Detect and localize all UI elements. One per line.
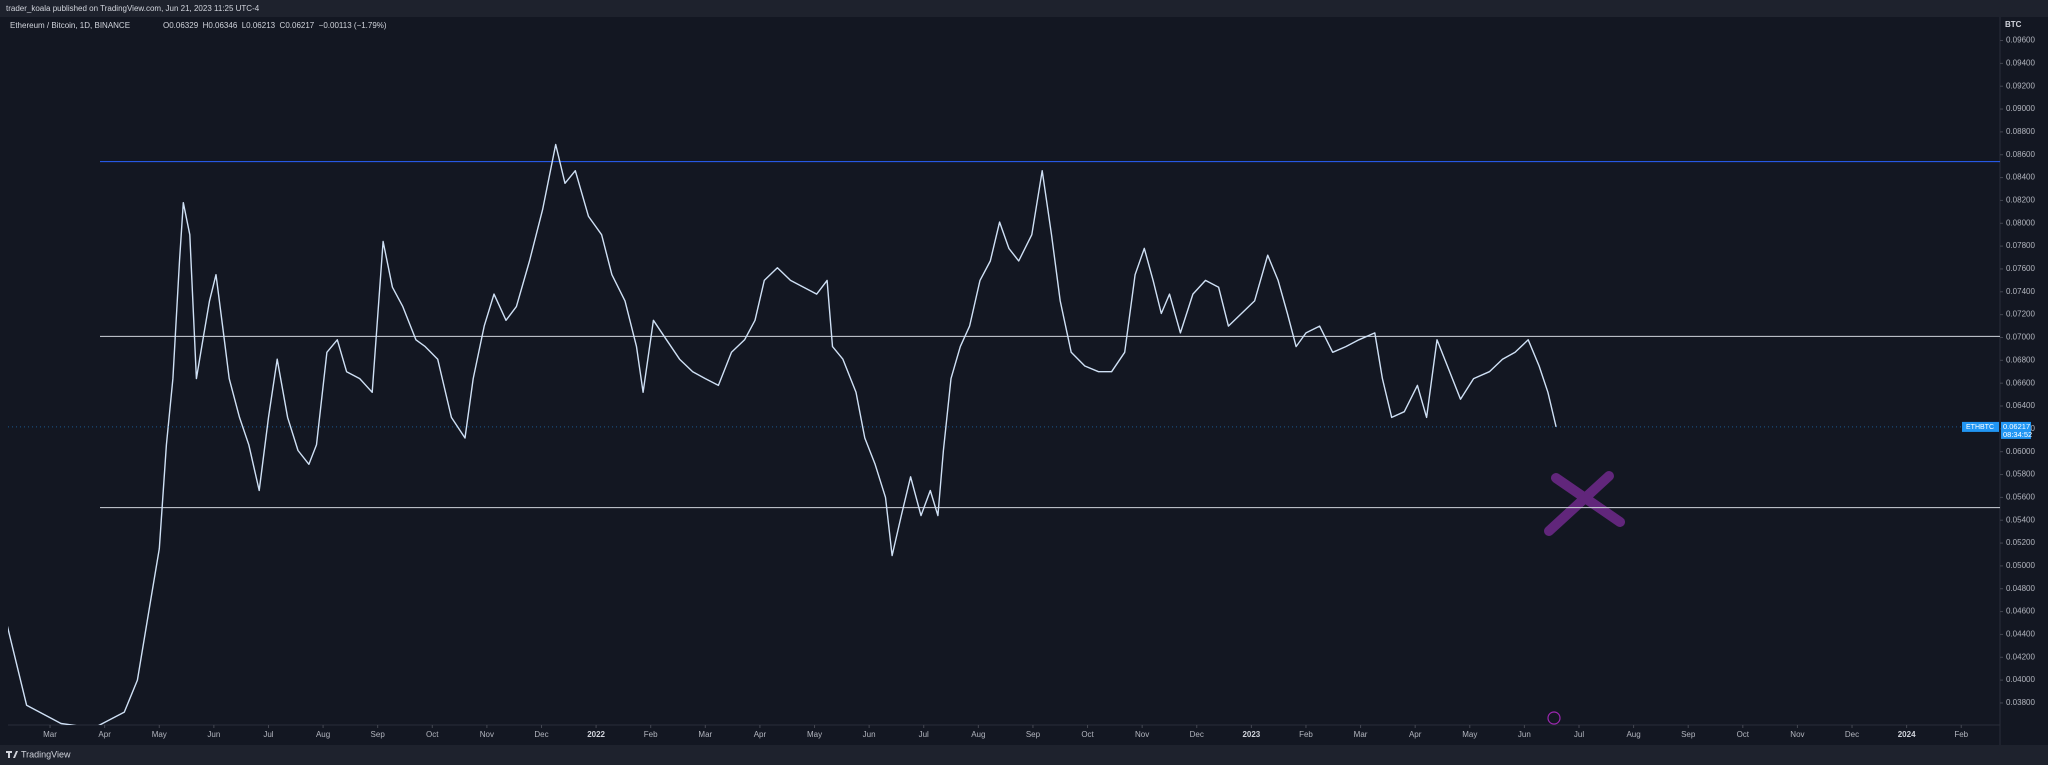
drawing-cross bbox=[1544, 471, 1625, 536]
chart-title: Ethereum / Bitcoin, 1D, BINANCE bbox=[10, 21, 130, 30]
x-tick-label: Mar bbox=[698, 730, 712, 739]
y-axis-label: BTC bbox=[2005, 20, 2022, 29]
x-tick-label: Feb bbox=[644, 730, 658, 739]
y-tick-label: 0.05400 bbox=[2006, 515, 2035, 524]
y-tick-label: 0.05600 bbox=[2006, 492, 2035, 501]
y-tick-label: 0.07600 bbox=[2006, 264, 2035, 273]
plot-area bbox=[8, 143, 2000, 725]
x-tick-label: Apr bbox=[98, 730, 111, 739]
x-tick-label: Feb bbox=[1954, 730, 1968, 739]
x-tick-label: Nov bbox=[1790, 730, 1804, 739]
y-tick-label: 0.08200 bbox=[2006, 196, 2035, 205]
x-tick-label: 2023 bbox=[1242, 730, 1260, 739]
y-tick-label: 0.07000 bbox=[2006, 333, 2035, 342]
x-tick-label: Sep bbox=[371, 730, 386, 739]
y-tick-label: 0.06400 bbox=[2006, 401, 2035, 410]
x-tick-label: Mar bbox=[43, 730, 57, 739]
x-tick-label: May bbox=[1462, 730, 1477, 739]
x-tick-label: Jun bbox=[1518, 730, 1531, 739]
symbol-tag bbox=[1962, 421, 1999, 432]
brand: TradingView bbox=[21, 749, 71, 759]
y-tick-label: 0.05200 bbox=[2006, 538, 2035, 547]
x-tick-label: Jul bbox=[263, 730, 273, 739]
x-tick-label: Jul bbox=[1574, 730, 1584, 739]
y-tick-label: 0.06800 bbox=[2006, 355, 2035, 364]
brand-logo bbox=[6, 751, 18, 758]
y-tick-label: 0.09000 bbox=[2006, 104, 2035, 113]
y-tick-label: 0.04600 bbox=[2006, 607, 2035, 616]
x-tick-label: Apr bbox=[754, 730, 767, 739]
y-tick-label: 0.08400 bbox=[2006, 173, 2035, 182]
x-tick-label: Oct bbox=[1081, 730, 1094, 739]
y-tick-label: 0.08000 bbox=[2006, 218, 2035, 227]
y-tick-label: 0.04400 bbox=[2006, 630, 2035, 639]
x-tick-label: Feb bbox=[1299, 730, 1313, 739]
x-tick-label: Jul bbox=[919, 730, 929, 739]
price-line bbox=[8, 143, 1557, 725]
countdown: 08:34:52 bbox=[2003, 430, 2032, 439]
y-tick-label: 0.06600 bbox=[2006, 378, 2035, 387]
x-tick-label: Oct bbox=[1737, 730, 1750, 739]
x-tick-label: Jun bbox=[207, 730, 220, 739]
x-tick-label: Apr bbox=[1409, 730, 1422, 739]
y-tick-label: 0.06000 bbox=[2006, 447, 2035, 456]
y-tick-label: 0.09400 bbox=[2006, 58, 2035, 67]
x-tick-label: Oct bbox=[426, 730, 439, 739]
x-tick-label: Dec bbox=[1845, 730, 1859, 739]
bottom-bar bbox=[0, 745, 2048, 765]
x-tick-label: Dec bbox=[1190, 730, 1204, 739]
cross-stroke bbox=[1544, 471, 1614, 536]
y-tick-label: 0.08600 bbox=[2006, 150, 2035, 159]
x-tick-label: Nov bbox=[1135, 730, 1149, 739]
y-tick-label: 0.04000 bbox=[2006, 675, 2035, 684]
y-tick-label: 0.04200 bbox=[2006, 652, 2035, 661]
x-tick-label: May bbox=[152, 730, 167, 739]
x-tick-label: 2024 bbox=[1898, 730, 1916, 739]
y-tick-label: 0.09200 bbox=[2006, 81, 2035, 90]
y-tick-label: 0.05800 bbox=[2006, 470, 2035, 479]
y-tick-label: 0.07800 bbox=[2006, 241, 2035, 250]
y-tick-label: 0.09600 bbox=[2006, 36, 2035, 45]
x-tick-label: 2022 bbox=[587, 730, 605, 739]
x-tick-label: Aug bbox=[1626, 730, 1640, 739]
published-note: trader_koala published on TradingView.co… bbox=[6, 4, 260, 13]
x-tick-label: Mar bbox=[1354, 730, 1368, 739]
x-tick-label: Sep bbox=[1681, 730, 1696, 739]
x-tick-label: Dec bbox=[534, 730, 548, 739]
x-tick-label: Aug bbox=[316, 730, 330, 739]
x-tick-label: May bbox=[807, 730, 822, 739]
top-bar bbox=[0, 0, 2048, 17]
x-tick-label: Jun bbox=[863, 730, 876, 739]
event-icon[interactable] bbox=[1547, 711, 1561, 725]
y-tick-label: 0.05000 bbox=[2006, 561, 2035, 570]
symbol-tag-label: ETHBTC bbox=[1966, 424, 1994, 431]
y-tick-label: 0.07400 bbox=[2006, 287, 2035, 296]
cross-stroke bbox=[1551, 473, 1625, 527]
y-tick-label: 0.07200 bbox=[2006, 310, 2035, 319]
y-tick-label: 0.04800 bbox=[2006, 584, 2035, 593]
y-tick-label: 0.03800 bbox=[2006, 698, 2035, 707]
ohlc-readout: O0.06329 H0.06346 L0.06213 C0.06217 −0.0… bbox=[163, 21, 387, 30]
price-tag bbox=[2001, 421, 2031, 439]
price-tag-label: 0.06217 bbox=[2003, 422, 2030, 431]
y-tick-label: 0.08800 bbox=[2006, 127, 2035, 136]
x-tick-label: Sep bbox=[1026, 730, 1041, 739]
x-tick-label: Nov bbox=[480, 730, 494, 739]
x-tick-label: Aug bbox=[971, 730, 985, 739]
